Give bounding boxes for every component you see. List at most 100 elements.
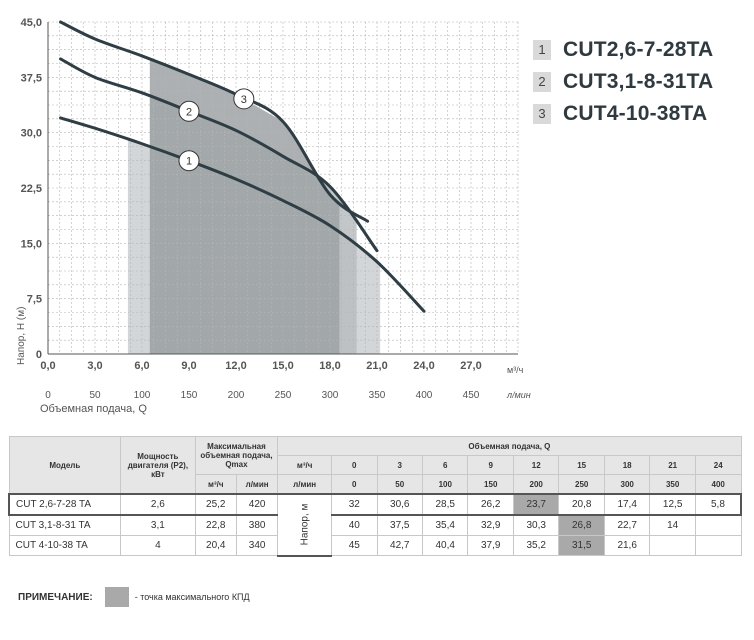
note-text: - точка максимального КПД bbox=[134, 592, 250, 602]
flow-lmin-cell: 50 bbox=[376, 474, 424, 495]
curve-label-circle bbox=[178, 150, 200, 172]
qmax-m3: 20,4 bbox=[194, 535, 237, 556]
qmax-m3: 22,8 bbox=[194, 514, 237, 536]
x-tick-label-secondary: 150 bbox=[181, 390, 198, 401]
legend-label: CUT3,1-8-31TA bbox=[563, 70, 714, 93]
x-tick-label-secondary: 350 bbox=[369, 390, 386, 401]
head-value: 35,4 bbox=[421, 514, 469, 536]
x-tick-label: 9,0 bbox=[181, 360, 196, 372]
flow-m3-cell: 9 bbox=[467, 455, 514, 475]
qmax-unit-m3: м³/ч bbox=[194, 474, 237, 495]
table-row: CUT 4-10-38 TA 4 20,4 340 45 42,7 40,4 37,9 35,2… bbox=[8, 535, 742, 556]
y-tick-label: 37,5 bbox=[21, 72, 42, 84]
flow-m3-cell: 3 bbox=[376, 455, 424, 475]
y-tick-label: 7,5 bbox=[27, 294, 42, 306]
head-value bbox=[694, 514, 742, 536]
x-tick-label-secondary: 0 bbox=[45, 390, 51, 401]
x-tick-label: 18,0 bbox=[319, 360, 340, 372]
head-value: 5,8 bbox=[694, 493, 742, 516]
note: ПРИМЕЧАНИЕ: - точка максимального КПД bbox=[18, 587, 250, 607]
head-value: 42,7 bbox=[376, 535, 424, 556]
head-value: 28,5 bbox=[421, 493, 469, 516]
x-tick-label-secondary: 50 bbox=[89, 390, 101, 401]
y-tick-label: 30,0 bbox=[21, 128, 42, 140]
motor-power: 3,1 bbox=[120, 514, 196, 536]
legend-item-2: 2 CUT3,1-8-31TA bbox=[533, 66, 713, 98]
x-tick-label: 12,0 bbox=[225, 360, 246, 372]
pump-curves bbox=[59, 20, 426, 313]
qmax-unit-lmin: л/мин bbox=[235, 474, 279, 495]
curve-label-number: 3 bbox=[241, 94, 247, 106]
head-value: 14 bbox=[649, 514, 696, 536]
flow-lmin-cell: 200 bbox=[512, 474, 560, 495]
motor-power: 2,6 bbox=[120, 493, 196, 516]
head-value: 35,2 bbox=[512, 535, 560, 556]
curve-label-1: 1 bbox=[178, 150, 200, 172]
table-row: CUT 3,1-8-31 TA 3,1 22,8 380 40 37,5 35,4 32,9 3… bbox=[8, 514, 742, 536]
curve-labels: 1 2 3 bbox=[178, 88, 255, 172]
head-label: Напор, м bbox=[299, 503, 311, 546]
head-value: 22,7 bbox=[603, 514, 651, 536]
head-value: 32 bbox=[331, 493, 378, 516]
model-name: CUT 4-10-38 TA bbox=[8, 535, 122, 556]
qmax-lmin: 380 bbox=[235, 514, 279, 536]
chart-legend: 1 CUT2,6-7-28TA 2 CUT3,1-8-31TA 3 CUT4-1… bbox=[533, 34, 713, 130]
chart-grid bbox=[47, 21, 519, 355]
x-tick-label: 27,0 bbox=[460, 360, 481, 372]
head-value: 30,3 bbox=[512, 514, 560, 536]
head-label-cell: Напор, м bbox=[277, 493, 333, 557]
y-axis-label: Напор, Н (м) bbox=[16, 307, 27, 365]
efficiency-swatch bbox=[104, 587, 129, 607]
legend-label: CUT2,6-7-28TA bbox=[563, 38, 714, 61]
motor-power: 4 bbox=[120, 535, 196, 556]
header-model: Модель bbox=[8, 436, 122, 495]
curve-label-3: 3 bbox=[233, 88, 255, 110]
head-value: 40 bbox=[331, 514, 378, 536]
qmax-m3: 25,2 bbox=[194, 493, 237, 516]
spec-table: Модель Мощность двигателя (Р2), кВт Макс… bbox=[8, 436, 742, 557]
x-tick-label: 0,0 bbox=[40, 360, 55, 372]
head-value: 37,5 bbox=[376, 514, 424, 536]
flow-m3-cell: 24 bbox=[694, 455, 742, 475]
flow-lmin-cell: 350 bbox=[649, 474, 696, 495]
flow-m3-cell: 21 bbox=[649, 455, 696, 475]
qmax-lmin: 420 bbox=[235, 493, 279, 516]
x-tick-label-secondary: 450 bbox=[463, 390, 480, 401]
legend-label: CUT4-10-38TA bbox=[563, 102, 708, 125]
head-value: 40,4 bbox=[421, 535, 469, 556]
legend-item-1: 1 CUT2,6-7-28TA bbox=[533, 34, 713, 66]
legend-number: 3 bbox=[533, 104, 551, 124]
pump-curve-2 bbox=[59, 57, 379, 253]
x-tick-label-secondary: 250 bbox=[275, 390, 292, 401]
flow-m3-cell: 15 bbox=[558, 455, 605, 475]
head-value: 20,8 bbox=[558, 493, 605, 516]
header-power: Мощность двигателя (Р2), кВт bbox=[120, 436, 196, 495]
x-tick-label-secondary: 400 bbox=[416, 390, 433, 401]
y-tick-label: 15,0 bbox=[21, 238, 42, 250]
head-value: 31,5 bbox=[558, 535, 605, 556]
pump-curve-chart: 0,003,0506,01009,015012,020015,025018,03… bbox=[16, 17, 531, 415]
y-tick-label: 45,0 bbox=[21, 17, 42, 29]
unit-lmin: л/мин bbox=[277, 474, 333, 495]
x-tick-label: 3,0 bbox=[87, 360, 102, 372]
legend-number: 1 bbox=[533, 40, 551, 60]
curve-label-number: 2 bbox=[186, 106, 192, 118]
head-value: 12,5 bbox=[649, 493, 696, 516]
curve-label-circle bbox=[233, 88, 255, 110]
curve-label-2: 2 bbox=[178, 100, 200, 122]
x-tick-label: 6,0 bbox=[134, 360, 149, 372]
flow-m3-cell: 12 bbox=[512, 455, 560, 475]
header-qmax: Максимальная объемная подача, Qmax bbox=[194, 436, 279, 475]
head-value: 17,4 bbox=[603, 493, 651, 516]
head-value: 32,9 bbox=[467, 514, 514, 536]
head-value: 21,6 bbox=[603, 535, 651, 556]
pump-curve-1 bbox=[59, 116, 426, 313]
curve-label-circle bbox=[178, 100, 200, 122]
table-header-row: Модель Мощность двигателя (Р2), кВт Макс… bbox=[8, 436, 742, 495]
x-tick-label-secondary: 200 bbox=[228, 390, 245, 401]
model-name: CUT 2,6-7-28 TA bbox=[8, 493, 122, 516]
flow-m3-row: м³/ч 0 3 6 9 12 15 18 21 24 bbox=[9, 455, 742, 475]
x-tick-label: 21,0 bbox=[366, 360, 387, 372]
table-row: CUT 2,6-7-28 TA 2,6 25,2 420 Напор, м 32 30,6 2… bbox=[8, 493, 742, 557]
flow-lmin-cell: 400 bbox=[694, 474, 742, 495]
